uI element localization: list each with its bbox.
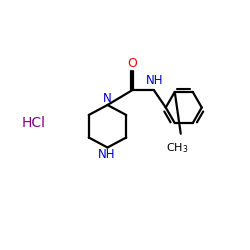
Text: O: O <box>128 57 138 70</box>
Text: NH: NH <box>98 148 115 161</box>
Text: HCl: HCl <box>22 116 46 130</box>
Text: CH$_3$: CH$_3$ <box>166 141 188 155</box>
Text: NH: NH <box>146 74 163 87</box>
Text: N: N <box>103 92 112 104</box>
